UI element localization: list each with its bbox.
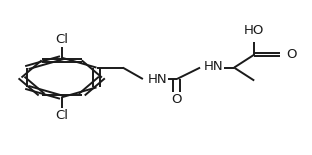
Text: O: O bbox=[286, 48, 296, 61]
Text: HN: HN bbox=[148, 73, 167, 86]
Text: HO: HO bbox=[244, 24, 264, 37]
Text: Cl: Cl bbox=[55, 109, 68, 122]
Text: O: O bbox=[172, 93, 182, 106]
Text: HN: HN bbox=[204, 60, 223, 73]
Text: Cl: Cl bbox=[55, 33, 68, 46]
